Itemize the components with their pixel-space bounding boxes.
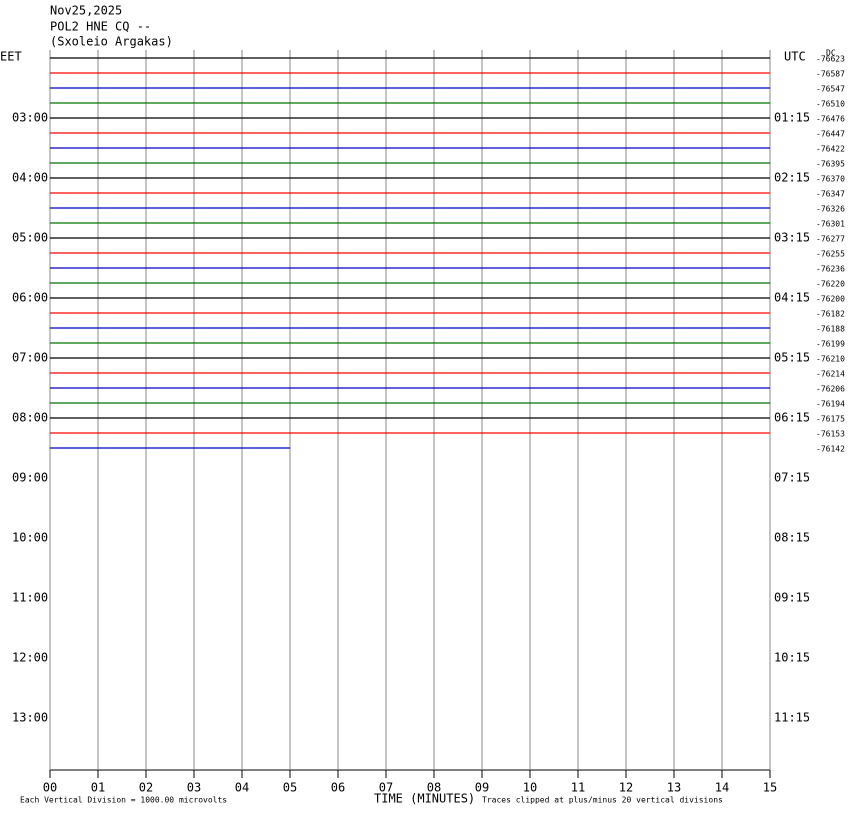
x-tick-label: 07 xyxy=(379,781,393,795)
channel-title: POL2 HNE CQ -- xyxy=(50,20,151,34)
scale-note: Each Vertical Division = 1000.00 microvo… xyxy=(20,796,227,805)
right-time-label: 05:15 xyxy=(774,351,810,365)
left-axis-title: EET xyxy=(0,50,22,64)
dc-label: -76188 xyxy=(816,325,845,334)
dc-label: -76214 xyxy=(816,370,845,379)
right-time-label: 01:15 xyxy=(774,111,810,125)
dc-label: -76277 xyxy=(816,235,845,244)
dc-label: -76301 xyxy=(816,220,845,229)
left-time-label: 08:00 xyxy=(12,411,48,425)
dc-label: -76182 xyxy=(816,310,845,319)
x-tick-label: 09 xyxy=(475,781,489,795)
left-time-label: 03:00 xyxy=(12,111,48,125)
dc-label: -76326 xyxy=(816,205,845,214)
dc-label: -76476 xyxy=(816,115,845,124)
x-tick-label: 01 xyxy=(91,781,105,795)
x-tick-label: 08 xyxy=(427,781,441,795)
dc-label: -76370 xyxy=(816,175,845,184)
clip-note: Traces clipped at plus/minus 20 vertical… xyxy=(482,796,723,805)
dc-label: -76422 xyxy=(816,145,845,154)
dc-label: -76623 xyxy=(816,55,845,64)
dc-label: -76210 xyxy=(816,355,845,364)
station-title: (Sxoleio Argakas) xyxy=(50,35,173,49)
x-tick-label: 10 xyxy=(523,781,537,795)
right-time-label: 02:15 xyxy=(774,171,810,185)
x-tick-label: 02 xyxy=(139,781,153,795)
dc-label: -76142 xyxy=(816,445,845,454)
dc-label: -76220 xyxy=(816,280,845,289)
dc-label: -76236 xyxy=(816,265,845,274)
dc-label: -76447 xyxy=(816,130,845,139)
dc-label: -76175 xyxy=(816,415,845,424)
right-time-label: 06:15 xyxy=(774,411,810,425)
right-time-label: 03:15 xyxy=(774,231,810,245)
right-time-label: 11:15 xyxy=(774,711,810,725)
dc-label: -76194 xyxy=(816,400,845,409)
x-tick-label: 15 xyxy=(763,781,777,795)
x-tick-label: 13 xyxy=(667,781,681,795)
x-tick-label: 14 xyxy=(715,781,729,795)
right-time-label: 07:15 xyxy=(774,471,810,485)
left-time-label: 13:00 xyxy=(12,711,48,725)
right-time-label: 10:15 xyxy=(774,651,810,665)
x-tick-label: 06 xyxy=(331,781,345,795)
left-time-label: 07:00 xyxy=(12,351,48,365)
left-time-label: 06:00 xyxy=(12,291,48,305)
left-time-label: 05:00 xyxy=(12,231,48,245)
x-tick-label: 05 xyxy=(283,781,297,795)
dc-title: DC xyxy=(826,49,836,58)
date-title: Nov25,2025 xyxy=(50,4,122,18)
dc-label: -76547 xyxy=(816,85,845,94)
dc-label: -76395 xyxy=(816,160,845,169)
x-tick-label: 00 xyxy=(43,781,57,795)
dc-label: -76255 xyxy=(816,250,845,259)
x-axis-title: TIME (MINUTES) xyxy=(374,792,475,806)
left-time-label: 04:00 xyxy=(12,171,48,185)
dc-label: -76347 xyxy=(816,190,845,199)
dc-label: -76510 xyxy=(816,100,845,109)
x-tick-label: 04 xyxy=(235,781,249,795)
left-time-label: 10:00 xyxy=(12,531,48,545)
dc-label: -76199 xyxy=(816,340,845,349)
dc-label: -76200 xyxy=(816,295,845,304)
right-time-label: 08:15 xyxy=(774,531,810,545)
right-axis-title: UTC xyxy=(784,50,806,64)
left-time-label: 11:00 xyxy=(12,591,48,605)
left-time-label: 12:00 xyxy=(12,651,48,665)
x-tick-label: 11 xyxy=(571,781,585,795)
right-time-label: 09:15 xyxy=(774,591,810,605)
dc-label: -76153 xyxy=(816,430,845,439)
dc-label: -76587 xyxy=(816,70,845,79)
dc-label: -76206 xyxy=(816,385,845,394)
left-time-label: 09:00 xyxy=(12,471,48,485)
x-tick-label: 12 xyxy=(619,781,633,795)
x-tick-label: 03 xyxy=(187,781,201,795)
right-time-label: 04:15 xyxy=(774,291,810,305)
